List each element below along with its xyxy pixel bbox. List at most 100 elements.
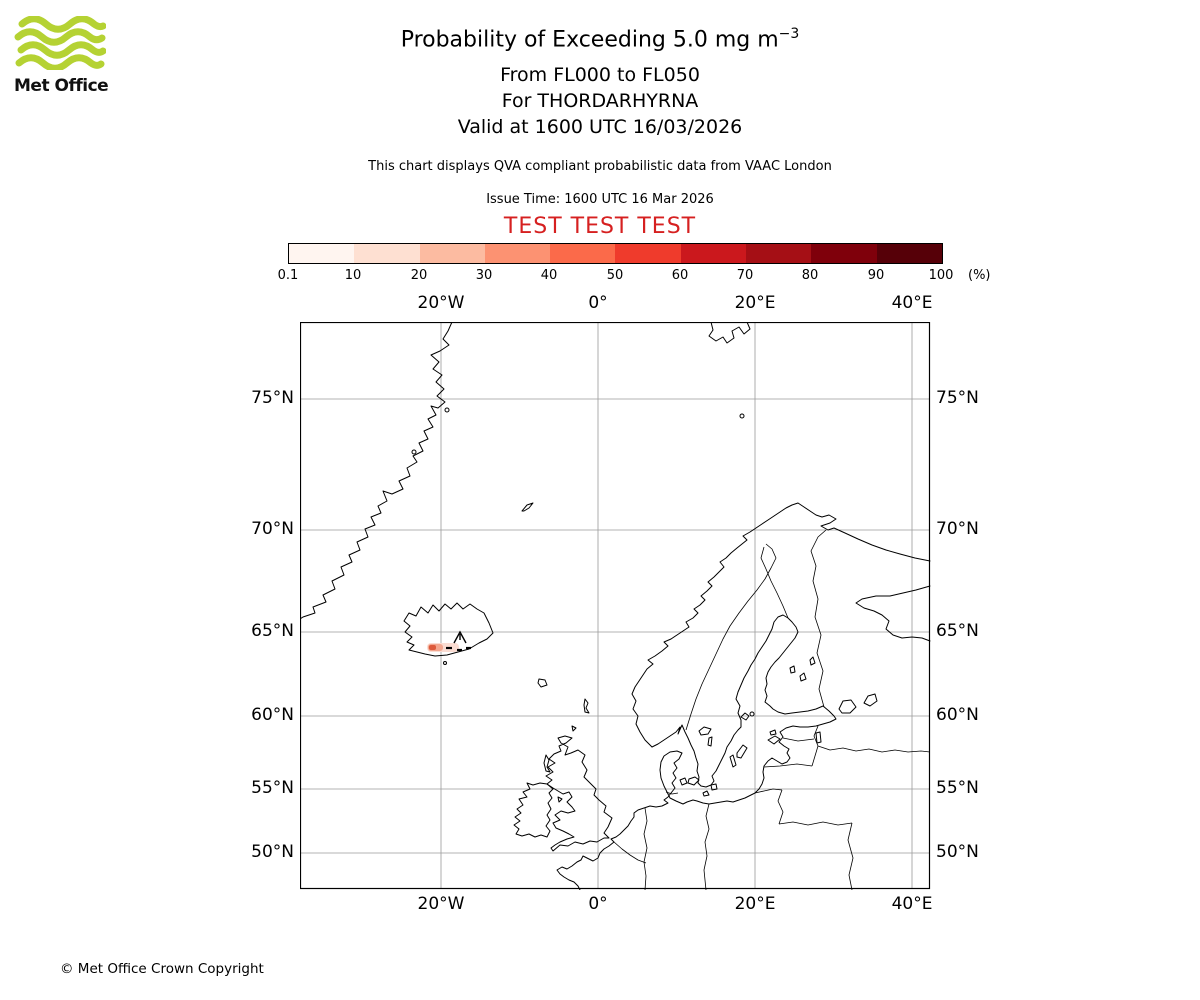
bottom-axis-label: 20°E	[734, 894, 776, 914]
isle-of-man-coastline	[557, 796, 563, 803]
bornholm-coastline	[710, 783, 718, 791]
rugen-coastline	[702, 790, 710, 797]
right-axis-label: 70°N	[936, 519, 979, 539]
russia-belarus-border	[817, 745, 931, 753]
ash-contour-high	[429, 645, 436, 650]
norway-west-coastline	[631, 502, 931, 748]
finnish-lake	[809, 656, 816, 666]
zealand-coastline	[687, 776, 700, 786]
colorbar-cell	[680, 244, 747, 263]
issue-time: Issue Time: 1600 UTC 16 Mar 2026	[486, 192, 714, 207]
colorbar-tick: 0.1	[277, 268, 299, 283]
funen-coastline	[679, 777, 688, 786]
germany-poland-border	[703, 803, 710, 891]
orkney-coastline	[571, 725, 577, 732]
white-sea-coastline	[855, 585, 931, 642]
lake-vanern	[698, 726, 712, 736]
colorbar-cell	[615, 244, 681, 263]
sweden-finland-border	[760, 546, 789, 619]
met-office-logo-waves	[14, 15, 107, 72]
graticule	[300, 322, 930, 889]
right-axis-label: 75°N	[936, 388, 979, 408]
right-axis-label: 50°N	[936, 842, 979, 862]
latvia-lithuania-border	[763, 763, 813, 768]
chart-title: Probability of Exceeding 5.0 mg m−3	[0, 26, 1200, 52]
colorbar-tick: 100	[928, 268, 954, 283]
aland-islet	[749, 711, 755, 717]
met-office-logo: Met Office	[14, 15, 114, 96]
right-axis-label: 55°N	[936, 778, 979, 798]
lake-ladoga	[838, 699, 857, 714]
colorbar-tick: 10	[344, 268, 362, 283]
right-axis-label: 65°N	[936, 621, 979, 641]
valid-time-line: Valid at 1600 UTC 16/03/2026	[457, 116, 743, 138]
left-axis-label: 75°N	[251, 388, 294, 408]
chart-title-exponent: −3	[778, 26, 800, 42]
volcano-line: For THORDARHYRNA	[501, 90, 699, 112]
probability-colorbar	[288, 243, 943, 264]
colorbar-cell	[289, 244, 355, 263]
estonia-russia-border	[813, 725, 819, 747]
colorbar-tick: 80	[801, 268, 819, 283]
left-axis-label: 50°N	[251, 842, 294, 862]
map-svg	[299, 321, 931, 891]
top-axis-label: 20°E	[734, 293, 776, 313]
saaremaa-coastline	[767, 735, 781, 745]
colorbar-unit: (%)	[968, 268, 991, 283]
bottom-axis-label: 20°W	[417, 894, 465, 914]
great-britain-coastline	[545, 735, 613, 852]
finland-russia-border	[810, 529, 827, 708]
hebrides-coastline	[543, 754, 551, 773]
met-office-logo-text: Met Office	[14, 76, 109, 96]
qva-note: This chart displays QVA compliant probab…	[368, 159, 832, 174]
baltic-and-north-sea-coastline	[556, 614, 837, 891]
greenland-coastline	[299, 321, 453, 620]
colorbar-cell	[550, 244, 616, 263]
colorbar-tick: 90	[867, 268, 885, 283]
finnish-lake	[789, 665, 796, 674]
bottom-axis-label: 0°	[588, 894, 608, 914]
left-axis-label: 65°N	[251, 621, 294, 641]
norway-sweden-border	[685, 543, 777, 731]
bear-island	[739, 413, 745, 419]
poland-russia-border	[754, 788, 783, 794]
greenland-islet	[444, 407, 450, 413]
copyright-text: © Met Office Crown Copyright	[60, 961, 264, 977]
colorbar-cell	[354, 244, 420, 263]
denmark-germany-border	[665, 791, 679, 795]
left-axis-label: 60°N	[251, 705, 294, 725]
estonia-latvia-border	[782, 737, 815, 742]
colorbar-tick: 40	[540, 268, 558, 283]
colorbar-cell	[484, 244, 551, 263]
flight-level-line: From FL000 to FL050	[500, 64, 700, 86]
ash-probability-contour	[427, 643, 459, 652]
belarus-ukraine-border	[847, 822, 854, 891]
france-belgium-border	[613, 841, 647, 864]
top-axis-label: 20°W	[417, 293, 465, 313]
belarus-poland-border	[778, 821, 853, 826]
colorbar-tick: 60	[671, 268, 689, 283]
left-axis-label: 55°N	[251, 778, 294, 798]
top-axis-label: 40°E	[891, 293, 933, 313]
colorbar-tick: 50	[606, 268, 624, 283]
gotland-coastline	[736, 744, 748, 759]
lake-onega	[863, 693, 878, 707]
jan-mayen-coastline	[521, 502, 534, 512]
top-axis-label: 0°	[588, 293, 608, 313]
lithuania-belarus-border	[777, 789, 784, 825]
volcano-marker	[446, 630, 471, 652]
test-banner: TEST TEST TEST	[503, 214, 697, 239]
right-axis-label: 60°N	[936, 705, 979, 725]
colorbar-cell	[811, 244, 877, 263]
shetland-coastline	[583, 698, 590, 714]
lake-vattern	[707, 736, 713, 747]
lake-peipus	[815, 731, 822, 744]
iceland-coastline	[403, 602, 494, 657]
greenland-islet	[411, 449, 417, 455]
chart-title-base: Probability of Exceeding 5.0 mg m	[400, 27, 779, 53]
latvia-russia-border	[811, 745, 819, 767]
colorbar-tick: 70	[736, 268, 754, 283]
netherlands-germany-border	[643, 807, 648, 891]
colorbar-tick: 20	[410, 268, 428, 283]
